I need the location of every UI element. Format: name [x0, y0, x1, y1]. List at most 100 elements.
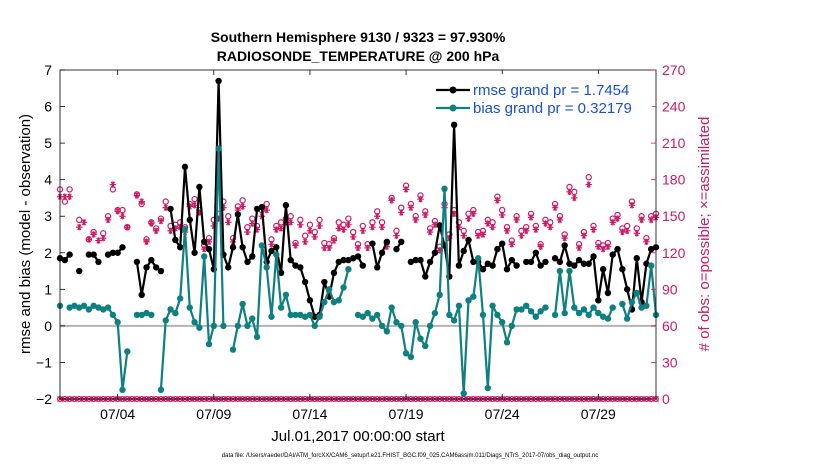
y-left-tick-label: 5	[44, 135, 52, 151]
obs-assimilated-marker	[513, 216, 520, 224]
legend-bias-text: bias grand pr = 0.32179	[473, 100, 632, 117]
obs-assimilated-marker	[152, 227, 160, 235]
rmse-line	[169, 79, 364, 318]
obs-assimilated-marker	[61, 193, 69, 200]
rmse-point	[561, 242, 568, 249]
obs-possible-marker	[585, 174, 592, 181]
obs-assimilated-marker	[311, 233, 318, 241]
obs-possible-marker	[76, 216, 83, 224]
rmse-point	[398, 238, 405, 246]
bias-point	[287, 311, 294, 319]
bias-point	[157, 386, 165, 394]
rmse-point	[306, 297, 314, 304]
rmse-point	[345, 256, 352, 264]
rmse-point	[258, 203, 266, 211]
y-axis-left-label: rmse and bias (model - observation)	[17, 114, 34, 354]
rmse-point	[374, 264, 381, 271]
obs-assimilated-marker	[465, 215, 472, 222]
bias-point	[508, 322, 516, 330]
rmse-point	[66, 251, 73, 258]
obs-assimilated-marker	[148, 220, 155, 227]
obs-assimilated-marker	[638, 216, 645, 224]
obs-assimilated-marker	[335, 225, 342, 232]
obs-assimilated-marker	[571, 194, 578, 202]
y-right-tick-label: 240	[662, 99, 686, 115]
bias-point	[374, 311, 381, 319]
bias-point	[76, 304, 83, 311]
bias-point	[479, 311, 487, 319]
plot-frame	[59, 69, 657, 400]
bias-point	[306, 311, 314, 319]
bias-point	[162, 317, 169, 324]
bias-point	[595, 309, 602, 317]
rmse-point	[431, 249, 439, 256]
bias-point	[369, 315, 376, 322]
bias-point	[114, 319, 121, 326]
bias-point	[143, 309, 150, 317]
bias-point	[316, 313, 323, 320]
rmse-point	[575, 256, 583, 264]
rmse-point	[229, 244, 237, 251]
rmse-point	[359, 262, 367, 269]
x-tick-label: 07/24	[485, 406, 520, 422]
bias-point	[186, 304, 193, 311]
y-left-tick-label: −1	[36, 354, 52, 370]
obs-assimilated-marker	[378, 223, 386, 231]
rmse-point	[181, 163, 189, 171]
obs-assimilated-marker	[422, 211, 429, 219]
y-left-tick-label: 1	[44, 281, 52, 297]
rmse-point	[157, 267, 165, 275]
rmse-point	[484, 260, 491, 267]
rmse-point	[76, 267, 83, 275]
obs-assimilated-marker	[460, 232, 467, 239]
bias-point	[196, 324, 203, 331]
bias-point	[460, 390, 467, 397]
y-right-tick-label: 270	[662, 62, 686, 78]
rmse-point	[321, 278, 328, 286]
y-left-tick-label: −2	[36, 391, 52, 407]
bias-point	[484, 384, 491, 392]
obs-assimilated-marker	[85, 236, 93, 243]
rmse-point	[595, 297, 602, 304]
rmse-point	[556, 258, 564, 266]
bias-point	[426, 322, 434, 330]
bias-point	[244, 322, 251, 330]
obs-assimilated-marker	[114, 208, 121, 215]
chart-title: Southern Hemisphere 9130 / 9323 = 97.930…	[211, 29, 506, 45]
rmse-point	[104, 251, 112, 258]
rmse-point	[537, 262, 544, 269]
bias-point	[325, 286, 333, 293]
obs-assimilated-marker	[109, 181, 117, 188]
rmse-point	[225, 264, 232, 271]
bias-point	[561, 309, 568, 317]
y-left-tick-label: 6	[44, 99, 52, 115]
obs-assimilated-marker	[470, 210, 477, 217]
y-left-tick-label: 4	[44, 172, 52, 188]
bias-point	[446, 311, 453, 319]
obs-assimilated-marker	[580, 232, 588, 239]
y-axis-right-label: # of obs: o=possible; ×=assimilated	[696, 117, 713, 352]
bias-point	[104, 304, 112, 311]
legend-box	[430, 74, 652, 120]
rmse-point	[450, 121, 458, 129]
obs-assimilated-marker	[191, 202, 198, 209]
obs-assimilated-marker	[359, 227, 367, 235]
rmse-point	[426, 258, 434, 266]
obs-assimilated-marker	[537, 243, 544, 250]
bias-point	[268, 313, 275, 320]
y-right-tick-label: 60	[662, 318, 678, 334]
obs-assimilated-marker	[474, 232, 482, 239]
bias-point	[551, 311, 559, 319]
y-right-tick-label: 0	[662, 391, 670, 407]
obs-possible-marker	[301, 232, 309, 239]
bias-point	[571, 304, 578, 311]
obs-assimilated-marker	[90, 231, 97, 238]
bias-point	[80, 302, 88, 309]
rmse-point	[143, 264, 150, 271]
obs-assimilated-marker	[575, 244, 583, 252]
bias-point	[354, 311, 362, 319]
obs-possible-marker	[119, 206, 126, 214]
rmse-point	[85, 251, 93, 258]
rmse-point	[489, 262, 496, 269]
